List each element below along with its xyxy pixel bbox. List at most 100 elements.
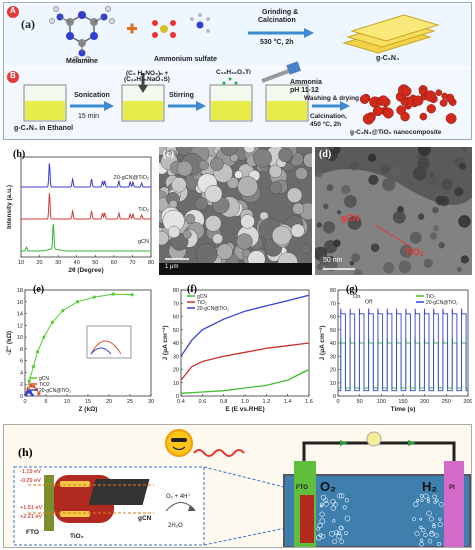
gcn-sheets-icon xyxy=(342,14,440,54)
nanoparticle xyxy=(435,89,443,97)
nanoparticle xyxy=(439,99,448,107)
tem-particle xyxy=(428,172,435,178)
eis-point xyxy=(30,393,34,397)
o2-bubble xyxy=(317,522,323,529)
lsv-series-line xyxy=(180,342,310,381)
legend-entry: TiO₂ xyxy=(426,294,436,300)
product2-label: g-C₃N₄@TiO₂ nanocomposite xyxy=(350,129,442,136)
lsv-series-line xyxy=(180,368,310,394)
arrow-1 xyxy=(248,28,314,38)
h2-electrode-label: H₂ xyxy=(422,479,438,494)
nanoparticle xyxy=(419,112,428,121)
h2-bubble xyxy=(432,494,437,500)
o2-electrode-label: O₂ xyxy=(320,479,336,494)
y-tick-label: 80 xyxy=(173,288,179,294)
sem-particle xyxy=(278,147,293,163)
panel-c-sem: (c) 1 μm xyxy=(159,147,312,275)
tem-particle xyxy=(454,187,464,197)
x-tick-label: 250 xyxy=(442,399,451,405)
nanoparticle xyxy=(426,104,436,114)
eis-point xyxy=(24,393,28,397)
panel-h-pec: (h) -1.19 eV -0.29 eV +1.51 eV +2.21 eV … xyxy=(3,424,472,548)
sem-particle xyxy=(167,225,181,238)
sem-particle xyxy=(286,187,303,203)
eis-point xyxy=(29,384,33,388)
tem-particle xyxy=(432,225,439,232)
sem-particle xyxy=(253,148,272,168)
tem-particle xyxy=(458,215,471,228)
panel-e-label: (e) xyxy=(33,284,45,295)
legend-entry: 20-gCN@TiO₂ xyxy=(426,300,458,306)
tem-particle xyxy=(368,174,379,185)
tem-particle xyxy=(370,243,380,252)
xrd-series-line xyxy=(21,163,151,188)
sem-particle xyxy=(269,181,283,194)
y-tick-label: 10 xyxy=(330,381,336,387)
sem-particle xyxy=(271,225,292,246)
panel-g-it: 0 50 100 150 200 250 300 0 10 20 30 40 50 60 70 80 Time … xyxy=(316,282,473,417)
x-tick-label: 0.6 xyxy=(199,399,207,405)
tem-particle xyxy=(344,195,357,208)
x-axis-label: 2θ (Degree) xyxy=(68,267,103,274)
nanoparticle xyxy=(400,86,412,97)
wire-arrow-right xyxy=(408,440,416,446)
h2-bubble xyxy=(423,532,428,538)
band-gcn-label: gCN xyxy=(138,515,152,522)
o2-bubble xyxy=(344,498,349,503)
x-tick-label: 1.6 xyxy=(305,399,313,405)
h2-bubble xyxy=(421,527,426,533)
tio2-vb-band xyxy=(60,511,90,517)
y-tick-label: 18 xyxy=(17,288,23,294)
o2-bubble xyxy=(344,531,348,536)
tem-particle xyxy=(456,267,462,273)
y-tick-label: 40 xyxy=(330,341,336,347)
plus-icon xyxy=(127,23,137,34)
y-tick-label: 2 xyxy=(20,382,23,388)
light-wave xyxy=(193,449,245,457)
arrow-4 xyxy=(312,101,350,111)
reagent-bottom-label: (C₁₂H₂₅NaO₄S) xyxy=(124,76,170,83)
plot-frame xyxy=(20,156,152,258)
y-tick-label: 4 xyxy=(20,370,23,376)
band-tio2-label: TiO₂ xyxy=(70,533,84,540)
x-tick-label: 25 xyxy=(127,399,133,405)
x-tick-label: 1.0 xyxy=(241,399,249,405)
tem-particle xyxy=(438,242,445,249)
y-tick-label: 10 xyxy=(173,381,179,387)
tem-particle xyxy=(399,244,414,258)
pipette-icon xyxy=(261,61,302,83)
row-b-tag-circle xyxy=(7,71,19,83)
x-tick-label: 10 xyxy=(64,399,70,405)
sem-particle xyxy=(159,230,169,246)
h2-bubble xyxy=(420,498,424,502)
o2-bubble xyxy=(338,526,344,531)
y-tick-label: 30 xyxy=(173,354,179,360)
step1-mid-label: Calcination xyxy=(258,17,296,24)
tem-particle xyxy=(398,260,412,273)
nanoparticle xyxy=(382,107,394,119)
panel-d-label: (d) xyxy=(319,149,332,160)
band-cb1-label: -1.19 eV xyxy=(20,469,41,475)
h2-bubble xyxy=(412,517,416,521)
panel-g-label: (g) xyxy=(346,284,358,295)
photoanode-coating xyxy=(300,495,314,543)
panel-b-xrd: 10 20 30 40 50 60 70 80 2θ (Degree) Intensity (a.… xyxy=(3,147,156,275)
y-tick-label: 30 xyxy=(330,354,336,360)
eis-point xyxy=(75,300,80,304)
eis-point xyxy=(42,335,46,339)
h2-bubble xyxy=(419,517,422,521)
series-label: TiO₂ xyxy=(138,207,149,213)
tem-particle xyxy=(325,148,338,162)
nanoparticle xyxy=(424,90,436,102)
nanoparticle xyxy=(400,98,409,106)
it-series-line xyxy=(337,337,469,389)
y-tick-label: 0 xyxy=(176,394,179,400)
sem-particle xyxy=(205,215,222,232)
y-axis-label: J (μA cm⁻²) xyxy=(162,326,169,361)
reagent-top-label: (C₂ H₅NO₃)ₙ + xyxy=(126,70,169,77)
h2-bubble xyxy=(434,533,439,538)
band-fto-label: FTO xyxy=(26,529,39,536)
tem-particle xyxy=(322,203,329,210)
sonication-time-label: 15 min xyxy=(78,113,100,120)
external-wire xyxy=(302,441,456,461)
